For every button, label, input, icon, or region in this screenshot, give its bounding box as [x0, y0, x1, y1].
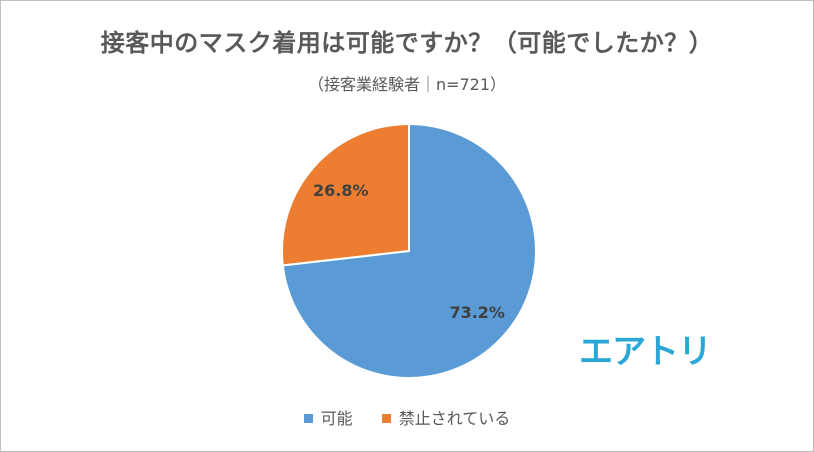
chart-subtitle: （接客業経験者｜n=721）: [307, 75, 507, 94]
legend-label-possible: 可能: [320, 409, 353, 428]
data-label-possible: 73.2%: [449, 303, 505, 322]
legend-item-possible: 可能: [303, 405, 353, 429]
data-label-prohibited: 26.8%: [313, 181, 369, 200]
legend-swatch-possible: [303, 414, 313, 423]
legend-label-prohibited: 禁止されている: [398, 409, 511, 428]
legend: 可能 禁止されている: [1, 405, 813, 429]
chart-title: 接客中のマスク着用は可能ですか？（可能でしたか？）: [100, 29, 714, 57]
legend-swatch-prohibited: [381, 414, 391, 423]
legend-item-prohibited: 禁止されている: [381, 405, 511, 429]
pie-slice-prohibited: [281, 122, 410, 267]
brand-logo: エアトリ: [579, 332, 712, 372]
